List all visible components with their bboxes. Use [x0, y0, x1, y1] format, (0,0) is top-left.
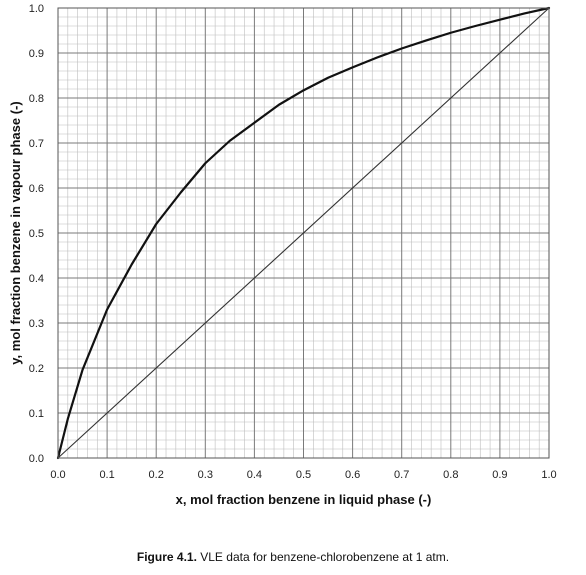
figure-caption-text: VLE data for benzene-chlorobenzene at 1 …	[196, 550, 450, 564]
y-tick-label: 0.1	[29, 408, 44, 420]
x-tick-label: 0.9	[492, 469, 507, 481]
y-tick-label: 0.5	[29, 228, 44, 240]
equilibrium-curve-line	[56, 6, 551, 460]
series-layer	[56, 6, 551, 460]
diagonal-line	[57, 7, 550, 459]
y-axis-title: y, mol fraction benzene in vapour phase …	[8, 101, 23, 364]
figure-caption: Figure 4.1. VLE data for benzene-chlorob…	[0, 550, 586, 564]
y-tick-label: 0.6	[29, 183, 44, 195]
y-tick-label: 0.7	[29, 138, 44, 150]
y-tick-label: 1.0	[29, 3, 44, 15]
y-tick-labels: 0.0 0.1 0.2 0.3 0.4 0.5 0.6 0.7 0.8 0.9 1.0	[29, 3, 44, 465]
major-grid	[58, 8, 549, 458]
plot-frame	[57, 7, 550, 459]
x-tick-label: 0.5	[296, 469, 311, 481]
y-tick-label: 0.2	[29, 363, 44, 375]
y-tick-label: 0.8	[29, 93, 44, 105]
y-tick-label: 0.9	[29, 48, 44, 60]
vle-chart: 0.0 0.1 0.2 0.3 0.4 0.5 0.6 0.7 0.8 0.9 1.0 0.0 0.1…	[8, 3, 557, 507]
x-axis-title: x, mol fraction benzene in liquid phase …	[176, 492, 432, 507]
x-tick-label: 0.0	[50, 469, 65, 481]
x-tick-label: 0.8	[443, 469, 458, 481]
x-tick-label: 0.1	[99, 469, 114, 481]
y-tick-label: 0.3	[29, 318, 44, 330]
y-tick-label: 0.0	[29, 453, 44, 465]
x-tick-label: 0.4	[247, 469, 262, 481]
x-tick-label: 1.0	[541, 469, 556, 481]
figure-caption-label: Figure 4.1.	[136, 550, 197, 564]
x-tick-label: 0.2	[149, 469, 164, 481]
x-tick-label: 0.6	[345, 469, 360, 481]
x-tick-labels: 0.0 0.1 0.2 0.3 0.4 0.5 0.6 0.7 0.8 0.9 1.0	[50, 469, 556, 481]
y-tick-label: 0.4	[29, 273, 44, 285]
x-tick-label: 0.7	[394, 469, 409, 481]
x-tick-label: 0.3	[198, 469, 213, 481]
